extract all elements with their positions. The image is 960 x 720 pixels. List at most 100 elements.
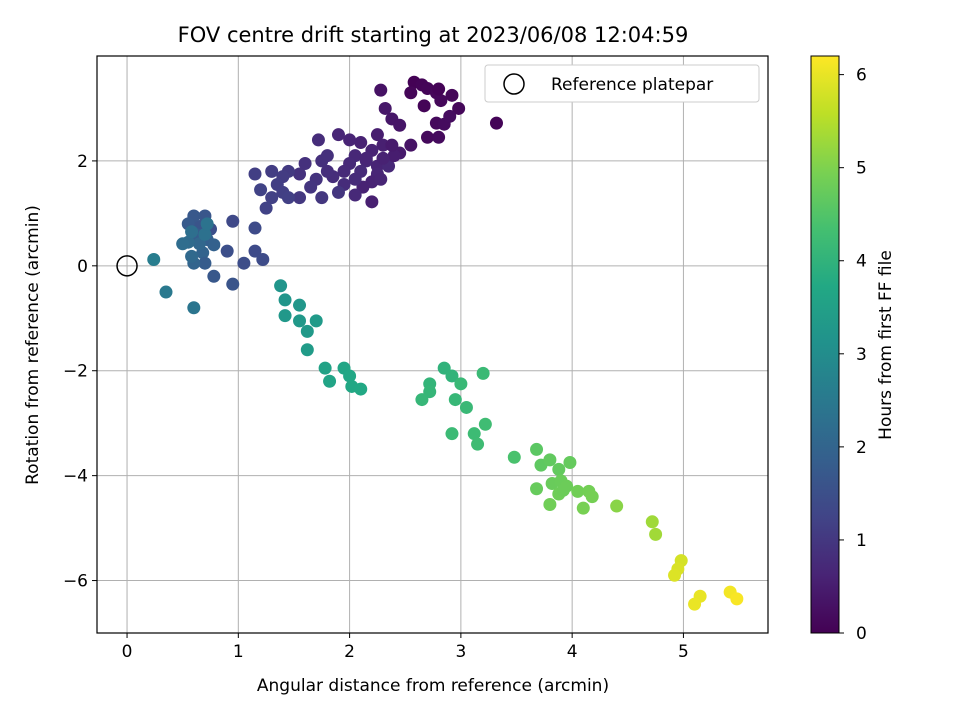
data-point [254, 183, 268, 197]
colorbar-ticks: 0 1 2 3 4 5 6 [839, 66, 867, 644]
data-point [315, 191, 329, 205]
data-point [318, 361, 332, 375]
data-point [331, 128, 345, 142]
data-point [320, 149, 334, 163]
data-point [337, 164, 351, 178]
legend-box [484, 64, 760, 103]
data-point [278, 293, 292, 307]
data-point [459, 400, 473, 414]
data-point [376, 138, 390, 152]
colorbar-tick-label: 0 [856, 624, 867, 644]
x-tick-label: 5 [678, 642, 689, 662]
data-point [649, 527, 663, 541]
colorbar: 0 1 2 3 4 5 6 Hours from first FF file [810, 55, 896, 644]
data-point [556, 483, 570, 497]
data-point [445, 427, 459, 441]
legend-marker-reference [503, 73, 525, 95]
data-point [359, 151, 373, 165]
data-point [185, 225, 199, 239]
data-point [343, 369, 357, 383]
data-point [248, 221, 262, 235]
y-tick-label: −6 [63, 572, 88, 592]
data-point [585, 490, 599, 504]
data-point [378, 101, 392, 115]
data-point [187, 301, 201, 315]
scatter-points [116, 75, 744, 611]
data-point [300, 343, 314, 357]
data-point [226, 214, 240, 228]
x-tick-label: 2 [344, 642, 355, 662]
data-point [668, 568, 682, 582]
data-point [478, 417, 492, 431]
data-point [434, 94, 448, 108]
colorbar-tick-label: 3 [856, 345, 867, 365]
colorbar-tick-label: 6 [856, 66, 867, 86]
colorbar-tick-label: 5 [856, 159, 867, 179]
data-point [259, 201, 273, 215]
data-point [220, 244, 234, 258]
data-point [274, 279, 288, 293]
y-tick-label: −2 [63, 362, 88, 382]
plot-frame [96, 55, 769, 634]
data-point [237, 256, 251, 270]
colorbar-tick-label: 4 [856, 252, 867, 272]
data-point [448, 393, 462, 407]
data-point [176, 237, 190, 251]
x-tick-label: 3 [455, 642, 466, 662]
data-point [198, 227, 212, 241]
data-point [298, 157, 312, 171]
data-point [387, 149, 401, 163]
data-point [248, 244, 262, 258]
legend: Reference platepar [484, 64, 760, 103]
data-point [543, 497, 557, 511]
data-point [365, 195, 379, 209]
y-tick-label: −4 [63, 467, 88, 487]
data-point [571, 484, 585, 498]
data-point [445, 369, 459, 383]
data-point [354, 382, 368, 396]
chart-title: FOV centre drift starting at 2023/06/08 … [178, 23, 689, 47]
data-point [489, 116, 503, 130]
data-point [323, 374, 337, 388]
data-point [207, 269, 221, 283]
data-point [311, 133, 325, 147]
legend-label-reference: Reference platepar [551, 75, 713, 95]
data-point [293, 314, 307, 328]
data-point [147, 253, 161, 267]
data-point [576, 501, 590, 515]
data-point [265, 164, 279, 178]
data-point [300, 324, 314, 338]
data-point [610, 499, 624, 513]
data-point [370, 128, 384, 142]
data-point [278, 309, 292, 323]
data-point [304, 180, 318, 194]
data-point [476, 366, 490, 380]
grid [97, 56, 768, 633]
y-axis-label: Rotation from reference (arcmin) [23, 205, 43, 485]
data-point [552, 462, 566, 476]
data-point [226, 277, 240, 291]
data-point [281, 191, 295, 205]
data-point [688, 597, 702, 611]
data-point [543, 453, 557, 467]
data-point [343, 133, 357, 147]
x-tick-label: 1 [233, 642, 244, 662]
data-point [376, 151, 390, 165]
data-point [185, 249, 199, 263]
data-point [192, 237, 206, 251]
data-point [471, 437, 485, 451]
x-axis-label: Angular distance from reference (arcmin) [257, 676, 609, 696]
data-point [563, 456, 577, 470]
x-tick-label: 4 [567, 642, 578, 662]
data-point [452, 101, 466, 115]
data-point [404, 86, 418, 100]
data-point [415, 393, 429, 407]
reference-point-marker [116, 255, 138, 277]
data-point [348, 172, 362, 186]
data-point [309, 314, 323, 328]
data-point [198, 256, 212, 270]
data-point [432, 82, 446, 96]
data-point [331, 185, 345, 199]
axis-ticks: 0 1 2 3 4 5 −6 −4 −2 0 2 [63, 152, 689, 662]
